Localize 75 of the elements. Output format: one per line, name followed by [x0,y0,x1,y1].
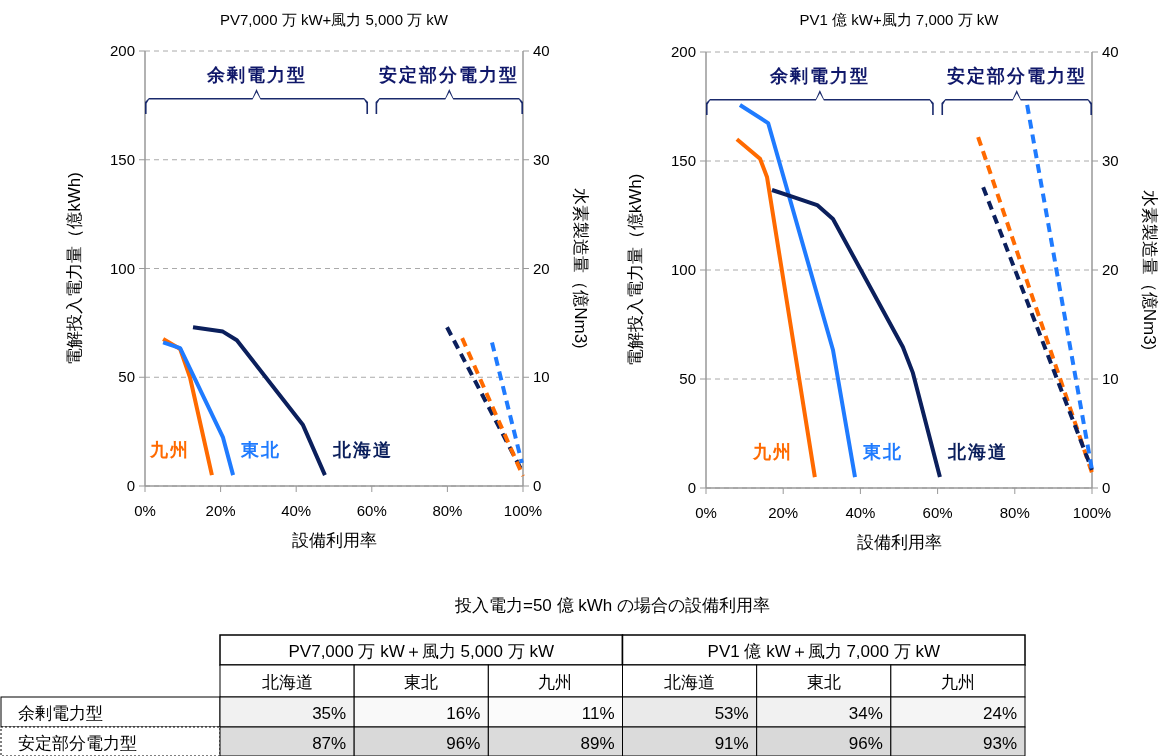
y-tick-label: 0 [126,477,135,494]
series-label: 北海道 [331,440,393,460]
chart-title: PV1 億 kW+風力 7,000 万 kW [799,11,1000,28]
y-tick-label: 0 [687,479,696,496]
x-tick-label: 東北 [806,673,841,692]
y-tick-label: 50 [118,368,135,386]
annotation: 安定部分電力型 [379,65,520,85]
line-series [191,325,327,478]
y-tick-label: 150 [109,150,135,168]
y2-tick-label: 20 [1102,261,1119,278]
y-tick-label: 100 [109,259,135,277]
y-axis-title: 電解投入電力量（億kWh) [65,172,84,365]
y-axis-title: 電解投入電力量（億kWh) [626,173,645,367]
y2-tick-label: 30 [533,150,550,168]
line-series [734,137,817,480]
x-axis-title: 設備利用率 [856,533,942,552]
data-label: 96% [446,734,481,753]
x-tick-label: 九州 [538,673,573,692]
y2-axis-title: 水素製造量（億Nm3) [571,188,590,349]
x-tick-label: 100% [503,502,543,519]
data-label: 89% [580,734,615,753]
text: PV1 億 kW＋風力 7,000 万 kW [707,642,940,661]
data-label: 34% [848,704,883,723]
x-tick-label: 60% [356,502,387,519]
y-tick-label: 200 [670,43,696,60]
data-label: 96% [848,734,883,753]
x-tick-label: 100% [1072,504,1112,521]
y-tick-label: 150 [670,152,696,169]
data-label: 87% [312,734,347,753]
y-tick-label: 50 [679,370,696,387]
text: PV7,000 万 kW＋風力 5,000 万 kW [288,642,554,661]
data-label: 24% [982,704,1017,723]
x-tick-label: 北海道 [261,673,313,692]
y2-tick-label: 0 [1102,479,1111,496]
line-series [737,102,857,480]
y2-tick-label: 40 [533,42,550,59]
series-label: 東北 [862,442,903,462]
x-tick-label: 20% [205,502,236,519]
x-tick-label: 80% [432,502,463,519]
y-tick-label: 100 [670,261,696,278]
data-label: 16% [446,704,481,723]
chart-title: 投入電力=50 億 kWh の場合の設備利用率 [453,596,771,615]
series-label: 九州 [751,442,793,462]
data-label: 35% [312,704,347,723]
y-tick-label: 安定部分電力型 [18,734,137,753]
y2-tick-label: 10 [1102,370,1119,387]
y-tick-label: 200 [109,42,135,59]
data-label: 53% [714,704,749,723]
y2-axis-title: 水素製造量（億Nm3) [1140,189,1159,351]
x-tick-label: 40% [281,502,312,519]
x-tick-label: 0% [695,504,717,521]
x-tick-label: 80% [999,504,1030,521]
x-tick-label: 北海道 [664,673,716,692]
x-tick-label: 九州 [940,673,975,692]
x-tick-label: 40% [845,504,876,521]
series-label: 九州 [148,440,190,460]
annotation: 安定部分電力型 [946,66,1087,86]
series-label: 東北 [240,440,282,460]
series-label: 北海道 [946,442,1008,462]
data-label: 93% [982,734,1017,753]
x-tick-label: 東北 [404,673,439,692]
x-tick-label: 20% [768,504,799,521]
y2-tick-label: 40 [1102,43,1119,60]
x-tick-label: 60% [922,504,953,521]
y2-tick-label: 30 [1102,152,1119,169]
chart-title: PV7,000 万 kW+風力 5,000 万 kW [220,11,449,28]
y2-tick-label: 0 [533,477,542,494]
y2-tick-label: 10 [533,368,550,386]
data-label: 91% [714,734,749,753]
annotation: 余剰電力型 [768,66,870,86]
y2-tick-label: 20 [533,259,550,277]
x-axis-title: 設備利用率 [291,531,377,550]
data-label: 11% [581,704,615,723]
x-tick-label: 0% [134,502,156,519]
annotation: 余剰電力型 [205,65,307,85]
